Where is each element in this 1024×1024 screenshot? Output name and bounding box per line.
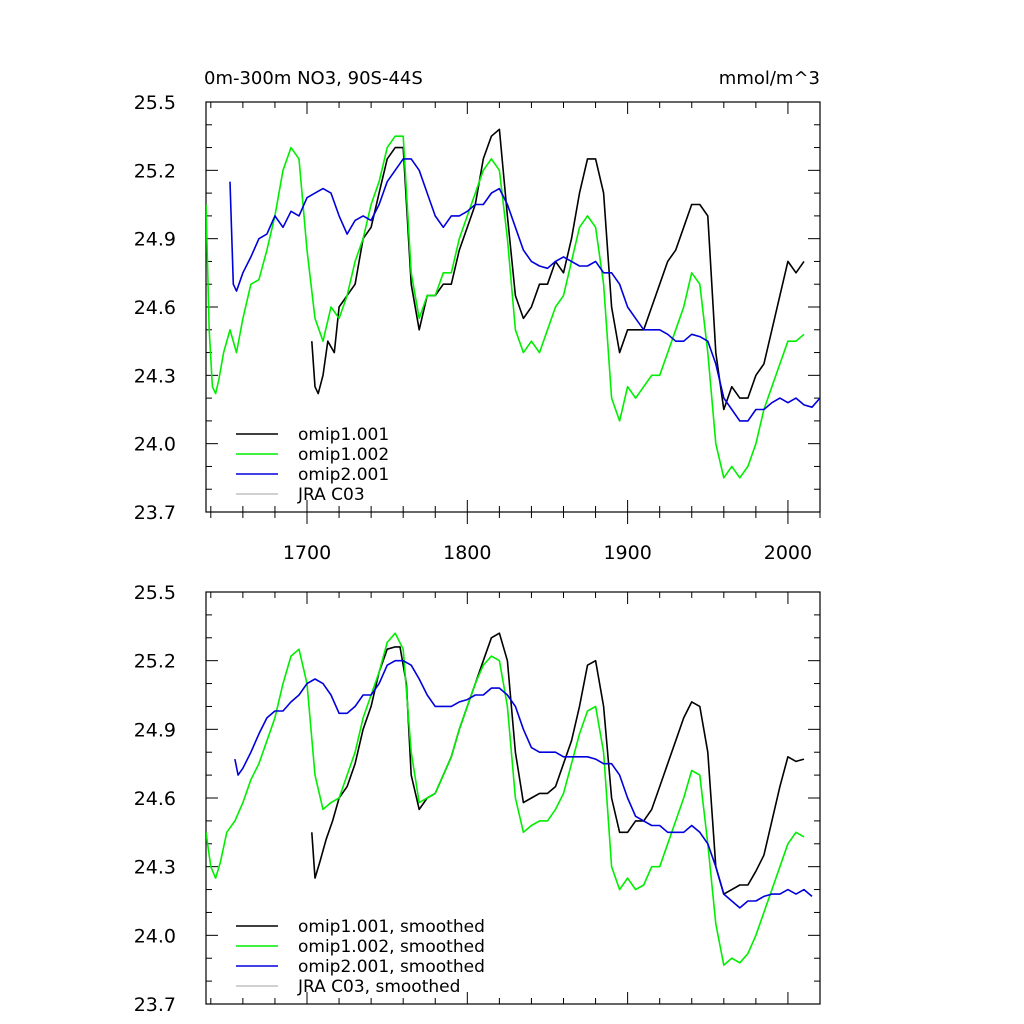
legend-label: omip1.002 xyxy=(298,445,389,465)
legend-label: JRA C03, smoothed xyxy=(297,977,460,997)
legend-label: omip1.001 xyxy=(298,425,389,445)
y-tick-label: 24.3 xyxy=(134,857,176,879)
y-tick-label: 23.7 xyxy=(134,994,176,1016)
legend-label: omip1.001, smoothed xyxy=(298,917,485,937)
units-label: mmol/m^3 xyxy=(719,68,820,89)
y-tick-label: 24.9 xyxy=(134,719,176,741)
y-tick-label: 24.9 xyxy=(134,229,176,251)
legend-label: JRA C03 xyxy=(297,485,365,505)
y-tick-label: 25.2 xyxy=(134,651,176,673)
x-tick-label: 1800 xyxy=(443,542,491,564)
x-tick-label: 2000 xyxy=(764,542,812,564)
x-tick-label: 1900 xyxy=(603,542,651,564)
y-tick-label: 25.5 xyxy=(134,582,176,604)
series-line-omip1-002-smoothed xyxy=(206,632,805,966)
legend-label: omip2.001, smoothed xyxy=(298,957,485,977)
y-tick-label: 24.0 xyxy=(134,434,176,456)
y-tick-label: 25.5 xyxy=(134,92,176,114)
y-tick-label: 25.2 xyxy=(134,160,176,182)
top-panel: 23.7 24.0 24.3 24.6 24.9 25.2 25.5 1700 1800 1900… xyxy=(134,92,821,564)
y-tick-label: 24.6 xyxy=(134,297,176,319)
chart-title: 0m-300m NO3, 90S-44S xyxy=(204,68,423,89)
y-tick-label: 24.6 xyxy=(134,788,176,810)
x-tick-label: 1700 xyxy=(283,542,331,564)
bottom-panel: 23.7 24.0 24.3 24.6 24.9 25.2 25.5 omip1.001, s… xyxy=(134,582,821,1016)
series-line-omip2-001-smoothed xyxy=(234,659,813,909)
y-tick-label: 23.7 xyxy=(134,502,176,524)
series-line-omip1-002 xyxy=(206,135,805,479)
series-line-omip1-001 xyxy=(311,128,805,411)
legend-label: omip1.002, smoothed xyxy=(298,937,485,957)
series-line-omip1-001-smoothed xyxy=(311,632,805,895)
y-tick-label: 24.0 xyxy=(134,925,176,947)
y-tick-label: 24.3 xyxy=(134,365,176,387)
legend-label: omip2.001 xyxy=(298,465,389,485)
series-line-omip2-001 xyxy=(229,158,820,422)
